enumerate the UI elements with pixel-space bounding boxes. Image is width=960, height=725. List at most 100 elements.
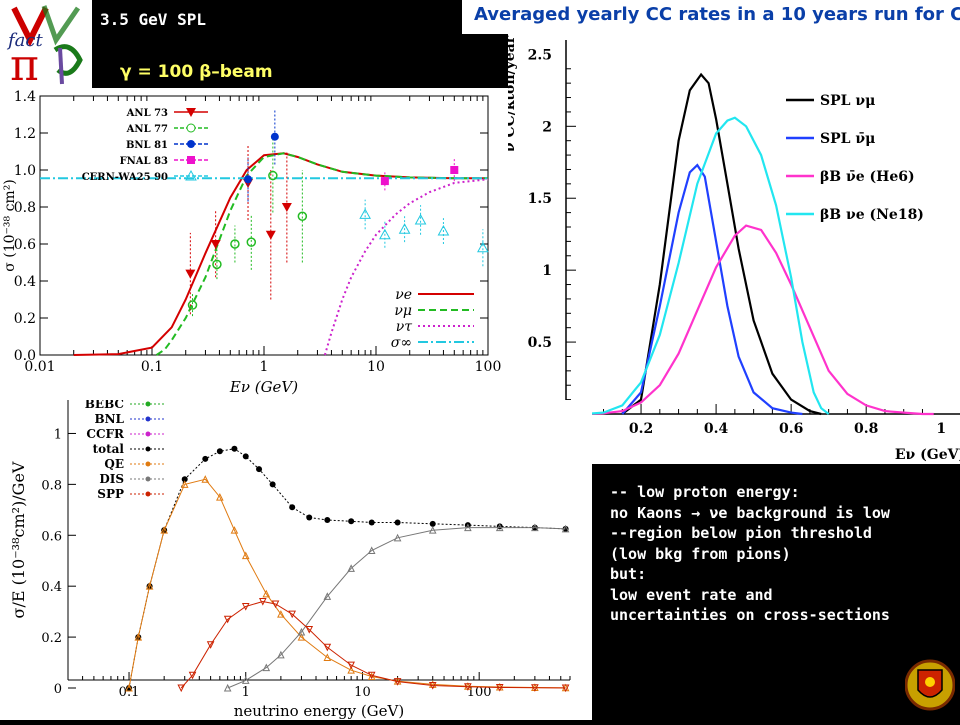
y-tick-label: 1.0 <box>14 163 36 179</box>
data-point <box>160 526 168 534</box>
data-point <box>177 684 186 693</box>
data-point <box>265 230 276 240</box>
note-line: no Kaons → νe background is low <box>610 503 890 522</box>
data-point <box>297 627 306 636</box>
data-point <box>256 466 263 473</box>
data-point <box>367 671 376 680</box>
data-point <box>185 269 196 279</box>
data-point <box>561 524 570 533</box>
note-line: but: <box>610 565 647 583</box>
y-tick-label: 0.2 <box>14 311 36 327</box>
svg-text:fact: fact <box>6 30 43 51</box>
data-point <box>230 239 240 249</box>
x-tick-label: 100 <box>475 359 502 375</box>
y-tick-label: 0.6 <box>41 529 62 544</box>
x-tick-label: 1 <box>260 359 269 375</box>
x-axis-label: Eν (GeV) <box>229 378 298 396</box>
data-point <box>271 600 280 609</box>
data-point <box>262 589 271 598</box>
data-point <box>212 259 222 270</box>
series-line <box>128 478 566 689</box>
legend-marker <box>145 446 151 452</box>
legend-label: total <box>93 442 125 456</box>
series-line <box>227 527 566 689</box>
data-point <box>231 445 238 452</box>
legend-label: νμ <box>394 303 412 319</box>
data-point <box>297 211 308 221</box>
note-line: uncertainties on cross-sections <box>610 606 890 624</box>
y-tick-label: 0 <box>54 682 62 697</box>
data-point <box>429 520 436 527</box>
x-tick-label: 0.01 <box>24 359 55 375</box>
legend-label: SPL ν̄μ <box>820 131 875 147</box>
data-point <box>477 241 489 253</box>
data-point <box>181 476 188 483</box>
x-tick-label: 0.1 <box>141 359 163 375</box>
data-point <box>323 643 332 652</box>
data-point <box>180 480 189 488</box>
x-tick-label: 0.2 <box>629 421 653 437</box>
data-point <box>281 203 292 212</box>
y-tick-label: 0.4 <box>41 580 62 595</box>
data-point <box>216 492 224 501</box>
data-point <box>270 132 279 141</box>
y-tick-label: 1.4 <box>14 89 36 105</box>
legend-label: BEBC <box>85 400 124 411</box>
y-tick-label: 0.8 <box>14 200 36 216</box>
series-line <box>128 448 566 689</box>
legend-label: QE <box>104 457 124 471</box>
x-axis-label: neutrino energy (GeV) <box>234 702 404 720</box>
y-tick-label: 0.8 <box>41 478 62 493</box>
data-point <box>258 597 267 606</box>
data-point <box>223 683 232 692</box>
data-point <box>202 455 209 462</box>
fact-nu-logo: fact π <box>0 0 92 91</box>
y-tick-label: 1 <box>54 427 62 442</box>
data-point <box>223 615 232 624</box>
x-tick-label: 0.4 <box>704 421 729 437</box>
y-axis-label: ν CC/kton/year <box>508 35 518 152</box>
series-line <box>621 163 803 416</box>
legend-marker <box>145 416 151 422</box>
data-point <box>297 632 306 641</box>
x-tick-label: 10 <box>354 685 371 700</box>
data-point <box>380 177 389 186</box>
data-point <box>348 518 355 525</box>
notes-text: -- low proton energy: no Kaons → νe back… <box>610 482 960 626</box>
series-line <box>73 152 488 356</box>
y-axis-label: σ (10⁻³⁸ cm²) <box>2 179 18 272</box>
data-point <box>324 517 331 523</box>
legend-marker <box>145 491 151 497</box>
legend-label: FNAL 83 <box>120 156 168 167</box>
legend-label: ντ <box>396 319 413 335</box>
y-tick-label: 0.2 <box>41 631 62 646</box>
note-line: low event rate and <box>610 585 773 604</box>
x-tick-label: 0.6 <box>779 421 803 437</box>
y-tick-label: 2.5 <box>528 47 552 63</box>
legend-marker <box>185 169 197 181</box>
series-line <box>584 116 830 416</box>
data-point <box>246 237 257 247</box>
rate-banner-title: Averaged yearly CC rates in a 10 years r… <box>474 4 960 25</box>
data-point <box>216 448 223 455</box>
legend-label: βB ν̄e (He6) <box>820 169 915 185</box>
note-line: --region below pion threshold <box>610 524 872 542</box>
data-point <box>393 678 402 686</box>
cross-section-chart: 0.01 0.1 1 10 100 0.0 0.2 0.4 0.6 0.8 1.0 1.2 1.4 Eν … <box>0 88 508 408</box>
data-point <box>188 671 197 680</box>
data-point <box>289 504 296 511</box>
data-point <box>244 175 253 184</box>
legend-marker <box>187 140 195 148</box>
legend-label: SPL νμ <box>820 93 875 109</box>
series-line <box>323 178 489 356</box>
data-point <box>531 523 539 532</box>
data-point <box>288 610 297 619</box>
sigma-over-e-svg: 0.1 1 10 100 0 0.2 0.4 0.6 0.8 1 neutrino energy (… <box>9 397 571 720</box>
legend-label: CCFR <box>86 427 125 441</box>
legend-label: BNL <box>94 412 124 426</box>
data-point <box>277 650 285 659</box>
data-point <box>347 564 355 572</box>
data-point <box>242 453 249 460</box>
